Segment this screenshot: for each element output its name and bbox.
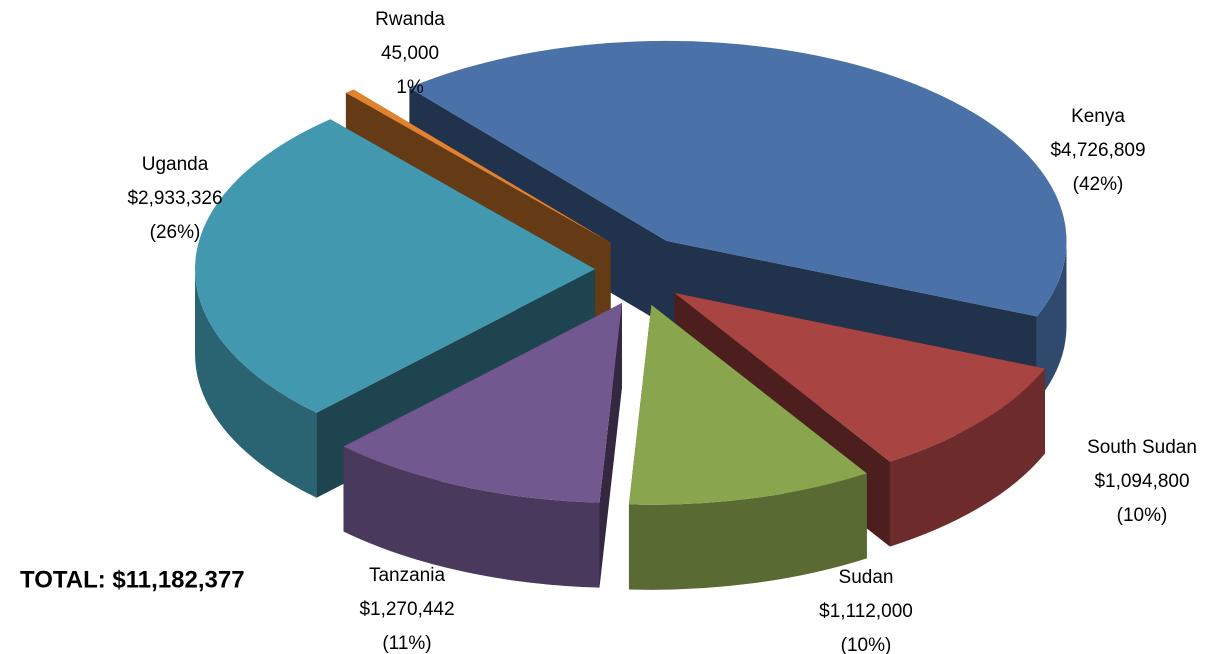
label-name: Uganda [142,154,209,175]
label-name: South Sudan [1087,437,1197,458]
slice-top [674,293,1045,462]
label-value: $1,270,442 [359,599,454,620]
label-value: $1,112,000 [819,601,913,622]
total-annotation: TOTAL: $11,182,377 [20,566,245,593]
label-name: Sudan [839,567,894,588]
label-percent: 1% [396,77,424,98]
label-percent: (10%) [1117,505,1168,526]
slice-side [343,446,600,588]
slice-top [628,304,867,505]
slice [343,302,622,588]
slice-top [343,302,622,503]
label-name: Kenya [1071,106,1125,127]
slice-side [889,368,1045,547]
label-percent: (10%) [841,635,892,654]
slice-side [628,473,867,590]
label-percent: (11%) [382,633,431,654]
label-percent: (42%) [1073,174,1124,195]
slice-top [409,40,1067,317]
slice [628,304,867,590]
label-value: $4,726,809 [1050,140,1145,161]
slice-top [195,119,596,413]
slice-side [1036,240,1067,402]
label-percent: (26%) [150,222,201,243]
slice-top [345,89,611,243]
label-name: Rwanda [375,9,445,30]
slice-side [195,269,317,498]
label-name: Tanzania [369,565,445,586]
label-value: 45,000 [381,43,439,64]
label-value: $1,094,800 [1094,471,1189,492]
label-value: $2,933,326 [127,188,222,209]
